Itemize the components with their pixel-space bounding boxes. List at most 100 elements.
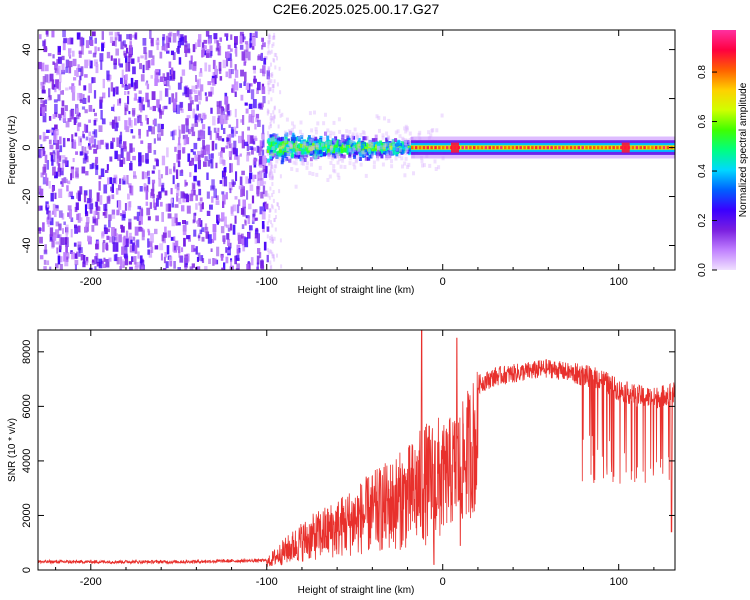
heatmap-cell (195, 246, 198, 255)
heatmap-cell (92, 216, 96, 224)
heatmap-cell (267, 49, 270, 54)
heatmap-cell (240, 233, 244, 239)
heatmap-cell (344, 139, 348, 144)
x-tick-label: -200 (80, 576, 102, 588)
heatmap-cell (201, 150, 204, 158)
heatmap-cell (332, 164, 336, 168)
heatmap-cell (269, 87, 272, 92)
heatmap-cell (284, 133, 288, 138)
heatmap-cell (269, 171, 272, 176)
heatmap-cell (150, 246, 154, 253)
heatmap-cell (430, 146, 433, 150)
heatmap-cell (272, 42, 275, 47)
heatmap-cell (311, 145, 315, 150)
heatmap-cell (286, 152, 290, 157)
heatmap-cell (221, 267, 225, 270)
heatmap-cell (330, 156, 334, 161)
heatmap-cell (143, 46, 147, 54)
heatmap-cell (222, 194, 226, 205)
heatmap-cell (124, 82, 127, 87)
heatmap-cell (262, 96, 266, 104)
heatmap-cell (146, 118, 149, 125)
heatmap-cell (55, 241, 59, 245)
heatmap-cell (111, 40, 116, 46)
heatmap-cell (239, 153, 242, 157)
heatmap-cell (312, 145, 315, 150)
heatmap-cell (198, 218, 201, 225)
heatmap-cell (82, 97, 87, 104)
heatmap-cell (127, 95, 130, 105)
heatmap-x-axis-label: Height of straight line (km) (298, 285, 415, 296)
heatmap-cell (153, 150, 157, 155)
heatmap-cell (404, 145, 408, 150)
heatmap-cell (175, 217, 178, 226)
heatmap-cell (146, 185, 149, 193)
heatmap-cell (188, 89, 192, 94)
heatmap-cell (164, 88, 169, 97)
heatmap-cell (205, 231, 210, 239)
x-tick-label: 0 (440, 276, 446, 288)
heatmap-cell (238, 135, 242, 144)
heatmap-cell (74, 253, 78, 259)
heatmap-cell (232, 181, 236, 185)
heatmap-cell (316, 154, 320, 159)
heatmap-cell (222, 59, 227, 69)
heatmap-cell (155, 69, 160, 73)
heatmap-cell (168, 85, 171, 90)
heatmap-cell (243, 81, 247, 86)
heatmap-cell (270, 165, 274, 170)
heatmap-cell (585, 146, 588, 150)
heatmap-cell (324, 112, 327, 117)
heatmap-cell (69, 37, 74, 45)
heatmap-cell (226, 142, 230, 146)
heatmap-cell (372, 142, 376, 146)
heatmap-cell (138, 103, 143, 111)
heatmap-cell (88, 137, 92, 144)
heatmap-cell (218, 218, 221, 222)
heatmap-cell (351, 139, 355, 143)
heatmap-cell (56, 65, 61, 75)
heatmap-cell (269, 87, 271, 92)
heatmap-cell (244, 141, 248, 146)
heatmap-cell (166, 50, 170, 54)
heatmap-cell (81, 106, 86, 110)
heatmap-cell (137, 116, 140, 124)
heatmap-cell (190, 126, 194, 132)
heatmap-cell (291, 153, 294, 158)
heatmap-cell (133, 175, 137, 179)
heatmap-cell (251, 195, 255, 204)
heatmap-cell (84, 153, 88, 160)
heatmap-cell (244, 58, 247, 63)
heatmap-cell (42, 100, 46, 106)
heatmap-cell (50, 236, 53, 241)
heatmap-cell (188, 60, 192, 70)
heatmap-cell (165, 203, 169, 212)
heatmap-cell (348, 156, 352, 161)
heatmap-cell (314, 136, 318, 141)
heatmap-cell (82, 261, 86, 268)
heatmap-cell (115, 233, 118, 243)
heatmap-cell (134, 226, 139, 236)
heatmap-cell (135, 261, 139, 267)
heatmap-cell (197, 113, 202, 121)
heatmap-cell (84, 225, 87, 232)
heatmap-cell (76, 92, 81, 101)
heatmap-cell (387, 136, 391, 141)
heatmap-cell (315, 150, 319, 155)
heatmap-cell (230, 34, 233, 40)
heatmap-cell (55, 79, 59, 89)
heatmap-cell (65, 66, 69, 73)
heatmap-cell (227, 110, 230, 116)
heatmap-cell (246, 190, 249, 200)
heatmap-cell (122, 210, 126, 215)
heatmap-cell (94, 37, 97, 44)
heatmap-cell (316, 145, 320, 150)
heatmap-cell (161, 234, 165, 242)
heatmap-cell (248, 114, 253, 123)
heatmap-cell (154, 78, 158, 86)
heatmap-cell (357, 137, 361, 142)
heatmap-cell (220, 151, 223, 158)
heatmap-cell (177, 161, 181, 168)
heatmap-cell (246, 151, 251, 156)
